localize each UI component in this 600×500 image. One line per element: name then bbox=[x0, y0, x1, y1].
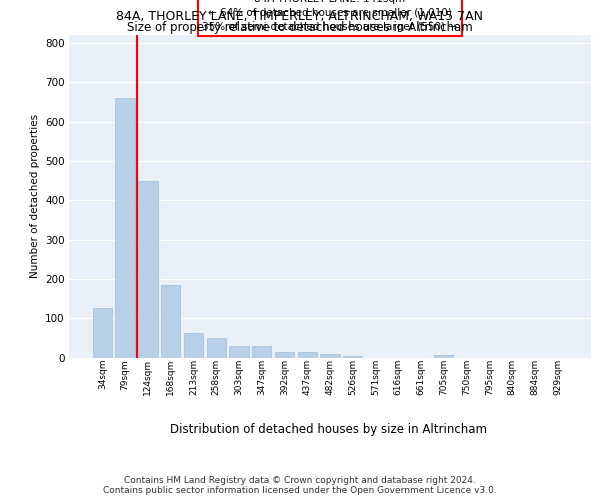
Bar bbox=[184, 333, 203, 357]
Text: 84A, THORLEY LANE, TIMPERLEY, ALTRINCHAM, WA15 7AN: 84A, THORLEY LANE, TIMPERLEY, ALTRINCHAM… bbox=[116, 10, 484, 23]
Bar bbox=[275, 352, 294, 358]
Bar bbox=[252, 346, 271, 358]
Bar bbox=[434, 354, 454, 358]
Bar bbox=[206, 338, 226, 357]
Bar bbox=[115, 98, 135, 357]
Bar bbox=[298, 352, 317, 358]
Bar bbox=[161, 284, 181, 358]
Text: Size of property relative to detached houses in Altrincham: Size of property relative to detached ho… bbox=[127, 21, 473, 34]
Text: Contains HM Land Registry data © Crown copyright and database right 2024.
Contai: Contains HM Land Registry data © Crown c… bbox=[103, 476, 497, 495]
Bar bbox=[229, 346, 248, 358]
Text: 84A THORLEY LANE: 141sqm
← 64% of detached houses are smaller (1,010)
35% of sem: 84A THORLEY LANE: 141sqm ← 64% of detach… bbox=[203, 0, 458, 32]
Y-axis label: Number of detached properties: Number of detached properties bbox=[29, 114, 40, 278]
Bar bbox=[93, 308, 112, 358]
Bar bbox=[343, 356, 362, 358]
Bar bbox=[320, 354, 340, 358]
Text: Distribution of detached houses by size in Altrincham: Distribution of detached houses by size … bbox=[170, 422, 487, 436]
Bar bbox=[138, 180, 158, 358]
